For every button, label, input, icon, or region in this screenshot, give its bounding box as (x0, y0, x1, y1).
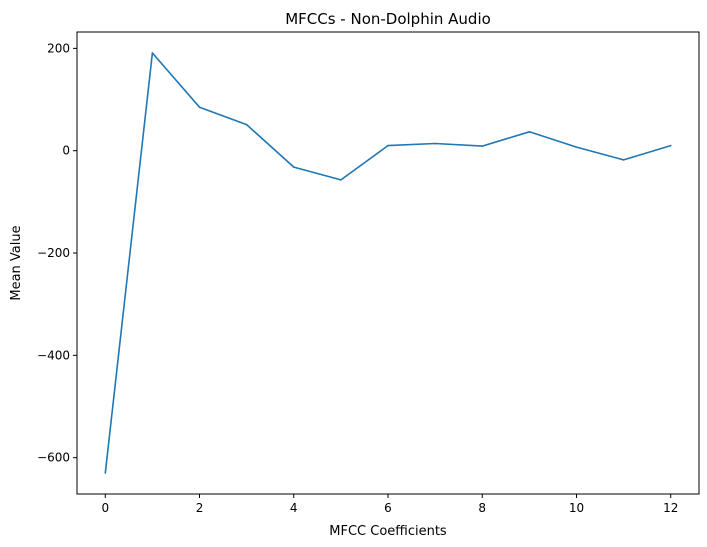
data-point (151, 52, 154, 54)
y-tick-label: −600 (37, 451, 70, 465)
y-tick-label: 0 (62, 144, 70, 158)
x-axis-label: MFCC Coefficients (329, 524, 447, 539)
data-point (669, 144, 672, 147)
data-point (481, 145, 484, 147)
x-tick-label: 10 (569, 501, 584, 515)
data-point (622, 159, 625, 161)
data-point (575, 146, 578, 148)
y-axis-ticks: 200 0 −200 −400 −600 (37, 41, 77, 465)
data-point (292, 166, 295, 168)
y-axis-label: Mean Value (9, 225, 24, 300)
plot-frame (76, 31, 700, 495)
x-tick-label: 4 (290, 501, 298, 515)
series-points (104, 52, 672, 474)
x-tick-label: 2 (196, 501, 204, 515)
x-tick-label: 12 (663, 501, 678, 515)
y-tick-label: −400 (37, 348, 70, 362)
data-point (198, 106, 201, 109)
y-tick-label: 200 (47, 41, 70, 55)
data-point (104, 472, 107, 474)
data-point (340, 179, 342, 181)
series-line (104, 52, 671, 474)
x-axis-ticks: 0 2 4 6 8 10 12 (101, 494, 678, 515)
data-point (245, 123, 248, 126)
data-point (387, 144, 389, 147)
chart-title: MFCCs - Non-Dolphin Audio (285, 10, 491, 28)
x-tick-label: 6 (384, 501, 392, 515)
x-tick-label: 0 (101, 501, 109, 515)
x-tick-label: 8 (478, 501, 486, 515)
data-point (434, 142, 436, 145)
y-tick-label: −200 (37, 246, 70, 260)
data-point (528, 130, 531, 133)
